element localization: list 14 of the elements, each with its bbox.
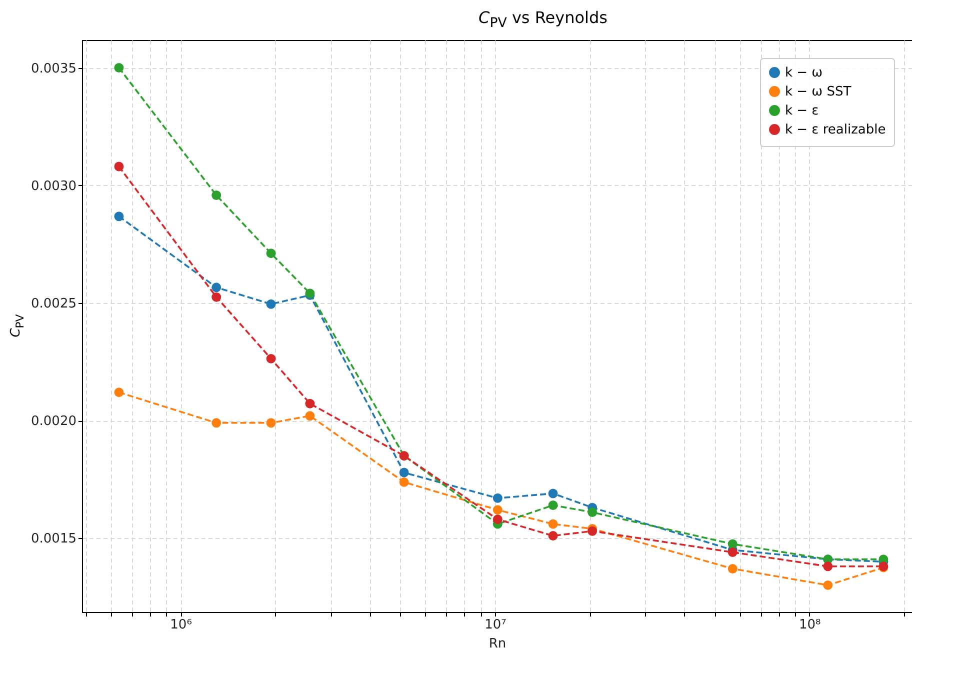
chart-title: C$_{PV}$ vs Reynolds	[478, 8, 608, 32]
legend-label: k − ε	[785, 104, 819, 118]
x-tick-label: 10⁷	[484, 618, 506, 632]
x-tick-label: 10⁸	[799, 618, 821, 632]
x-axis-title: Rn	[488, 636, 506, 652]
y-tick-label: 0.0020	[31, 414, 76, 430]
x-tick-label: 10⁶	[170, 618, 192, 632]
y-tick-label: 0.0025	[31, 296, 76, 312]
legend-label: k − ω SST	[785, 84, 852, 100]
legend-label: k − ε realizable	[785, 122, 886, 138]
y-tick-label: 0.0030	[31, 178, 76, 194]
y-tick-label: 0.0015	[31, 532, 76, 547]
y-tick-label: 0.0035	[31, 61, 76, 76]
legend-label: k − ω	[785, 66, 823, 80]
